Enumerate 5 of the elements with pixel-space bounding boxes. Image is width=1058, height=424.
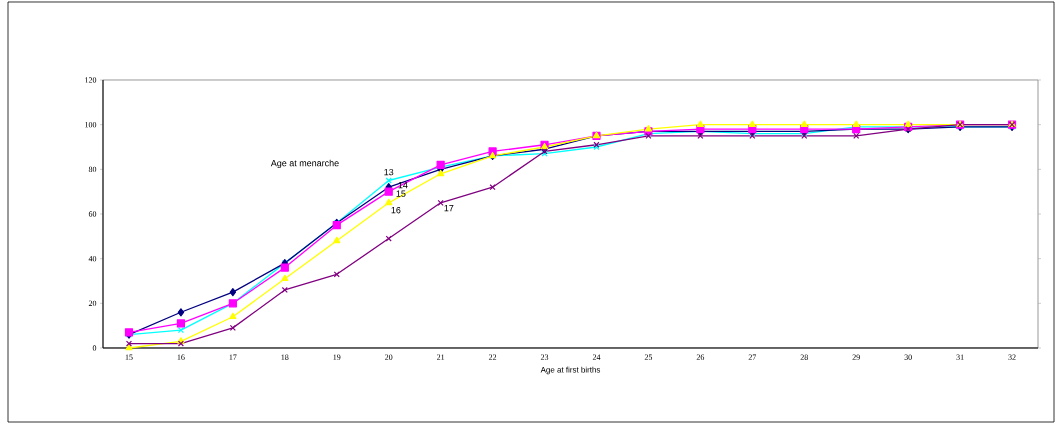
series-label: 15 <box>396 190 406 197</box>
series-label: 13 <box>384 168 394 176</box>
annotation: Age at menarche <box>270 159 339 169</box>
series-label: 16 <box>391 207 401 214</box>
series-label: 17 <box>444 205 454 212</box>
